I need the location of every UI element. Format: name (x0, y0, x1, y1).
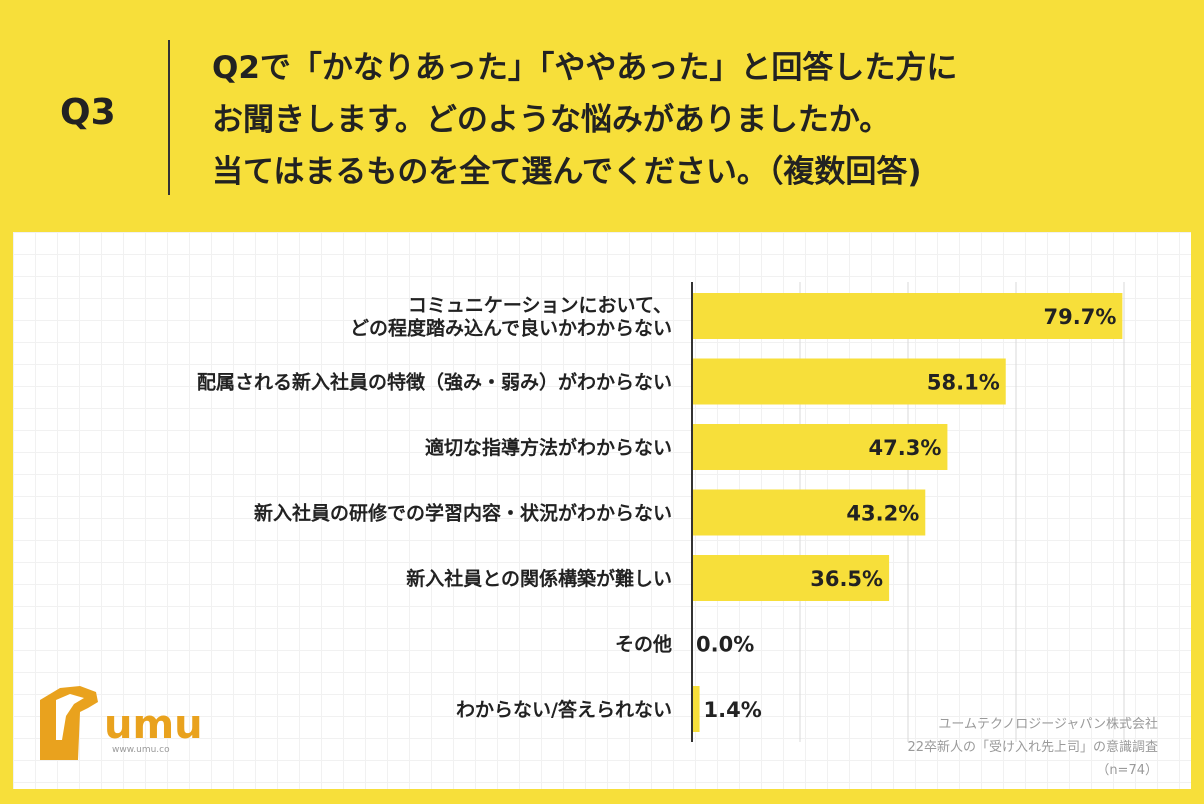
question-divider (168, 40, 170, 195)
category-label: 配属される新入社員の特徴（強み・弱み）がわからない (197, 371, 672, 394)
category-label: 適切な指導方法がわからない (425, 436, 672, 459)
source-note: ユームテクノロジージャパン株式会社 22卒新人の「受け入れ先上司」の意識調査 （… (738, 713, 1158, 782)
bar (692, 293, 1123, 339)
data-label: 79.7% (1044, 305, 1117, 329)
data-label: 43.2% (846, 502, 919, 526)
category-label: わからない/答えられない (456, 698, 672, 721)
data-label: 0.0% (696, 633, 754, 657)
data-label: 47.3% (869, 436, 942, 460)
bar (692, 358, 1006, 405)
question-line: Q2で「かなりあった」「ややあった」と回答した方に (212, 50, 958, 86)
question-line: お聞きします。どのような悩みがありましたか。 (212, 102, 891, 138)
source-n: （n=74） (1096, 763, 1158, 778)
question-number: Q3 (60, 92, 116, 133)
data-label: 58.1% (927, 371, 1000, 395)
bar (692, 686, 700, 732)
bar (692, 489, 926, 536)
category-label: どの程度踏み込んで良いかわからない (350, 317, 672, 340)
data-label: 1.4% (704, 698, 762, 722)
category-label: 新入社員の研修での学習内容・状況がわからない (254, 502, 672, 525)
category-label: 新入社員との関係構築が難しい (406, 567, 672, 590)
bar (692, 424, 948, 470)
question-text: Q2で「かなりあった」「ややあった」と回答した方に お聞きします。どのような悩み… (212, 42, 1172, 198)
question-line: 当てはまるものを全て選んでください。（複数回答) (212, 154, 922, 190)
source-survey: 22卒新人の「受け入れ先上司」の意識調査 (907, 740, 1158, 755)
data-label: 36.5% (810, 567, 883, 591)
bar (692, 555, 890, 601)
source-company: ユームテクノロジージャパン株式会社 (938, 717, 1158, 732)
category-label: その他 (615, 633, 672, 656)
category-label: コミュニケーションにおいて、 (408, 295, 672, 317)
